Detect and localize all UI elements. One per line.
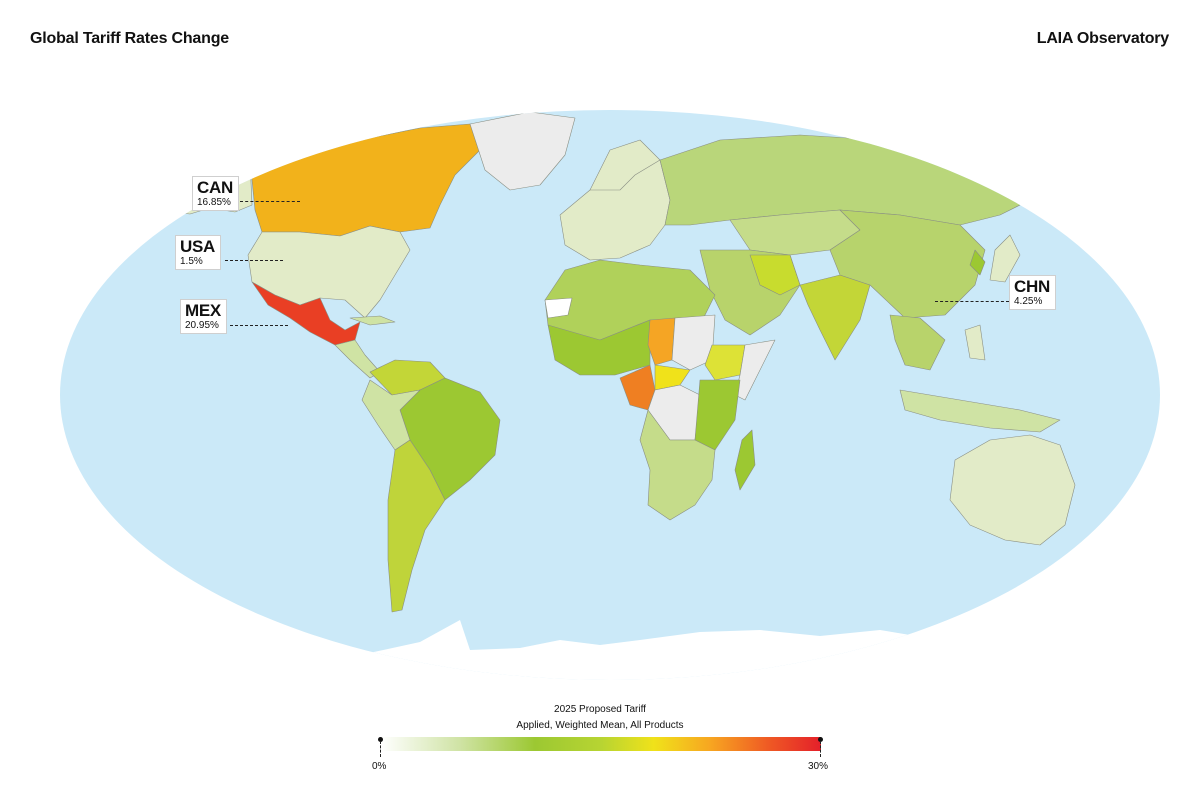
country-madagascar <box>734 429 756 491</box>
callout-value: 4.25% <box>1014 296 1043 307</box>
legend-min-tick <box>380 741 381 757</box>
leader-line-usa <box>225 260 283 261</box>
callout-chn: CHN 4.25% <box>1009 275 1056 310</box>
country-argentina-chile <box>387 439 446 613</box>
country-sudan <box>671 314 716 371</box>
source-label: LAIA Observatory <box>1036 30 1169 47</box>
legend-min-marker <box>378 737 383 742</box>
country-mexico <box>251 281 361 346</box>
chart-title: Global Tariff Rates Change <box>30 30 229 47</box>
callout-value: 20.95% <box>185 320 219 331</box>
legend-color-scale <box>381 737 821 751</box>
region-west-africa <box>547 319 651 376</box>
region-indonesia <box>899 389 1061 433</box>
country-greenland <box>469 111 576 191</box>
callout-code: CAN <box>197 178 233 197</box>
region-east-africa <box>694 379 741 451</box>
country-china <box>829 209 986 319</box>
region-antarctica <box>280 620 1000 680</box>
legend-max-tick <box>820 741 821 757</box>
country-iran <box>749 254 801 296</box>
callout-code: CHN <box>1014 277 1050 296</box>
callout-can: CAN 16.85% <box>192 176 239 211</box>
legend-max-label: 30% <box>808 761 829 772</box>
country-japan <box>989 234 1021 283</box>
callout-code: USA <box>180 237 215 256</box>
leader-line-can <box>240 201 300 202</box>
country-western-sahara <box>544 297 573 319</box>
callout-mex: MEX 20.95% <box>180 299 227 334</box>
region-southern-africa <box>639 409 716 521</box>
legend-subtitle: Applied, Weighted Mean, All Products <box>516 720 684 731</box>
country-somalia <box>734 339 776 401</box>
legend-min-label: 0% <box>372 761 387 772</box>
leader-line-chn <box>935 301 1009 302</box>
country-ethiopia <box>704 344 746 381</box>
legend-max-marker <box>818 737 823 742</box>
region-caribbean <box>349 315 396 326</box>
leader-line-mex <box>230 325 288 326</box>
legend-title: 2025 Proposed Tariff <box>554 704 646 715</box>
callout-code: MEX <box>185 301 221 320</box>
country-australia <box>949 434 1076 546</box>
country-korea <box>969 249 986 276</box>
region-philippines <box>964 324 986 361</box>
callout-usa: USA 1.5% <box>175 235 221 270</box>
callout-value: 16.85% <box>197 197 231 208</box>
callout-value: 1.5% <box>180 256 203 267</box>
country-chad <box>647 317 676 366</box>
region-southeast-asia <box>889 314 946 371</box>
